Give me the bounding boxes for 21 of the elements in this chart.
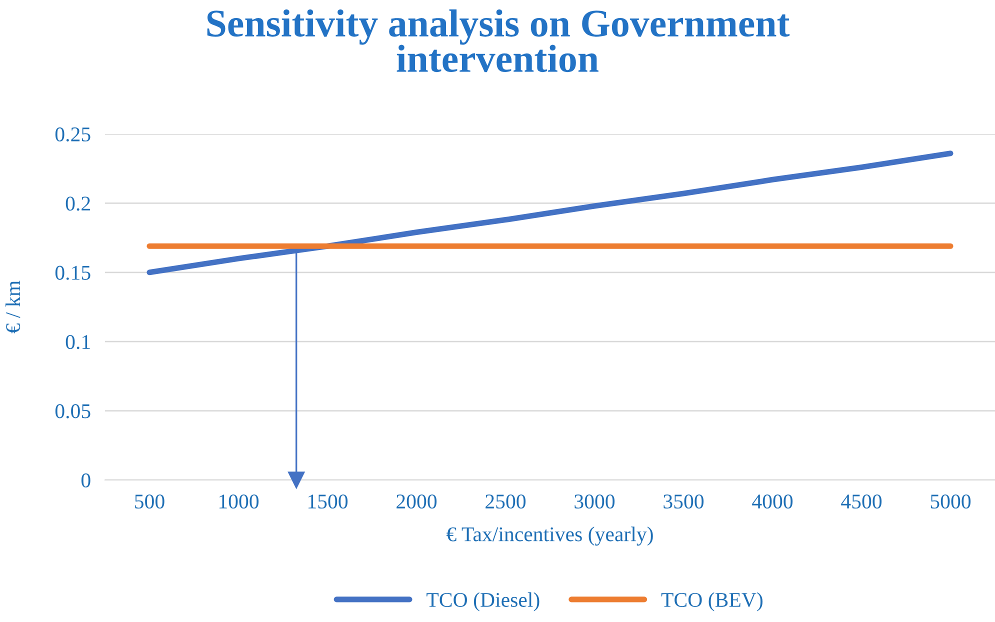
legend-label: TCO (BEV) [661,592,762,612]
y-axis-title: € / km [5,280,20,334]
x-tick-label: 1000 [220,494,259,509]
x-axis-title: € Tax/incentives (yearly) [446,526,653,546]
y-tick-label: 0.25 [55,127,90,142]
x-tick-label: 2000 [396,494,437,509]
x-tick-label: 1500 [308,494,348,509]
x-tick-label: 4500 [841,494,882,509]
x-tick-label: 500 [135,494,164,509]
chart-title: Sensitivity analysis on Government intervention [207,9,790,72]
x-tick-label: 4000 [752,494,793,509]
y-tick-label: 0 [81,473,90,488]
y-tick-label: 0.2 [66,196,90,211]
y-tick-label: 0.1 [66,334,90,350]
y-tick-label: 0.15 [55,266,90,280]
legend-label: TCO (Diesel) [426,592,540,612]
x-tick-label: 5000 [930,494,971,509]
x-tick-label: 2500 [486,494,526,509]
y-tick-label: 0.05 [55,404,90,418]
x-tick-label: 3500 [664,494,704,509]
x-tick-label: 3000 [574,494,615,509]
